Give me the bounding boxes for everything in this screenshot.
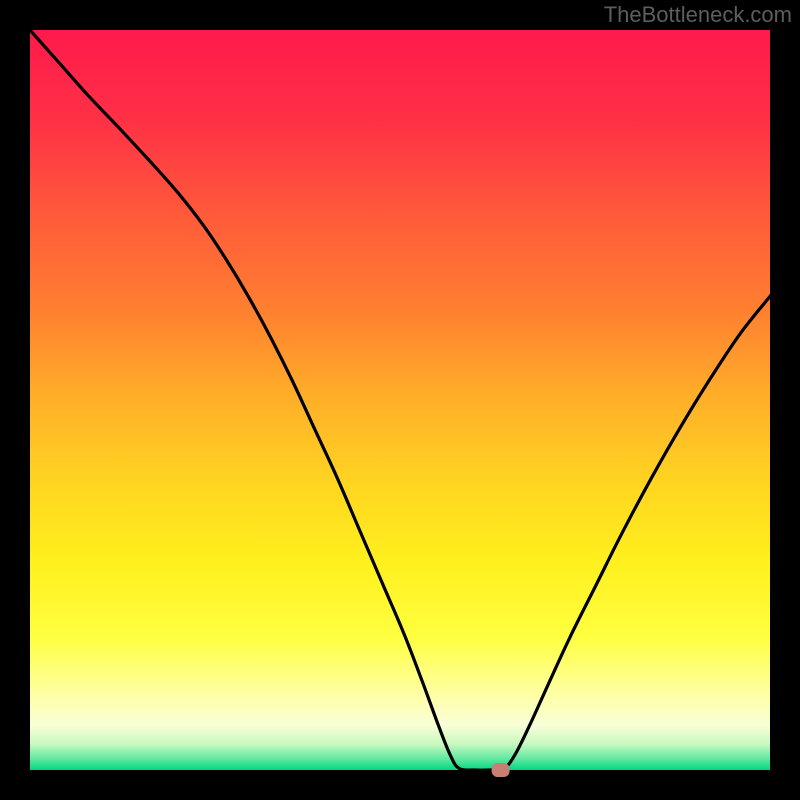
- watermark-text: TheBottleneck.com: [604, 2, 792, 28]
- chart-container: TheBottleneck.com: [0, 0, 800, 800]
- chart-plot-background: [30, 30, 770, 770]
- bottleneck-chart-svg: [0, 0, 800, 800]
- optimal-point-marker: [492, 763, 510, 777]
